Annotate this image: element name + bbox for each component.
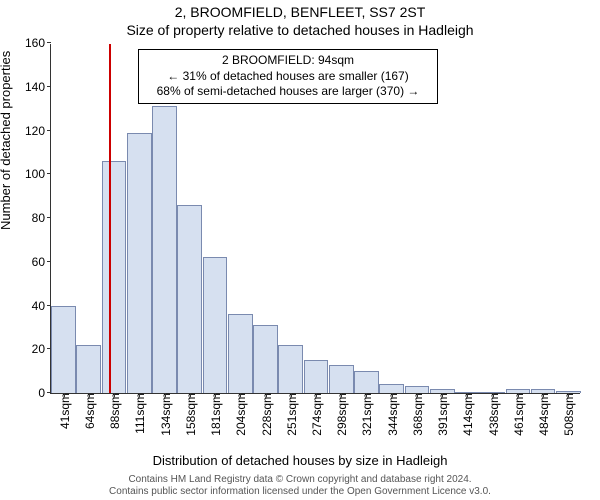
y-tick-mark (47, 217, 51, 218)
copyright-line-1: Contains HM Land Registry data © Crown c… (0, 474, 600, 486)
y-tick-mark (47, 392, 51, 393)
y-tick-label: 160 (25, 36, 51, 50)
annotation-line-2: ← 31% of detached houses are smaller (16… (145, 69, 431, 85)
plot-area: 2 BROOMFIELD: 94sqm ← 31% of detached ho… (50, 44, 580, 394)
y-axis-label: Number of detached properties (0, 51, 13, 230)
y-tick-label: 20 (32, 342, 51, 356)
x-tick-mark (442, 393, 443, 397)
y-tick-label: 40 (32, 299, 51, 313)
copyright-footer: Contains HM Land Registry data © Crown c… (0, 474, 600, 498)
x-tick-label: 344sqm (384, 393, 400, 436)
x-tick-label: 391sqm (434, 393, 450, 436)
bar (76, 345, 101, 393)
x-tick-label: 228sqm (258, 393, 274, 436)
x-tick-label: 88sqm (106, 393, 122, 429)
y-tick-mark (47, 261, 51, 262)
annotation-line-3: 68% of semi-detached houses are larger (… (145, 84, 431, 100)
y-tick-mark (47, 86, 51, 87)
x-tick-mark (215, 393, 216, 397)
x-tick-label: 41sqm (56, 393, 72, 429)
y-tick-mark (47, 305, 51, 306)
y-tick-mark (47, 173, 51, 174)
x-tick-mark (89, 393, 90, 397)
y-tick-label: 140 (25, 80, 51, 94)
x-tick-mark (467, 393, 468, 397)
bar (102, 161, 127, 393)
x-tick-label: 111sqm (131, 393, 147, 434)
x-tick-label: 414sqm (459, 393, 475, 436)
x-tick-mark (341, 393, 342, 397)
x-tick-label: 181sqm (207, 393, 223, 436)
bar (177, 205, 202, 393)
bar (304, 360, 329, 393)
y-tick-label: 60 (32, 255, 51, 269)
x-tick-mark (240, 393, 241, 397)
x-tick-label: 508sqm (560, 393, 576, 436)
x-tick-label: 204sqm (232, 393, 248, 436)
x-tick-label: 438sqm (485, 393, 501, 436)
x-tick-label: 274sqm (308, 393, 324, 436)
x-tick-mark (518, 393, 519, 397)
x-tick-mark (543, 393, 544, 397)
x-axis-label: Distribution of detached houses by size … (0, 453, 600, 468)
address-title: 2, BROOMFIELD, BENFLEET, SS7 2ST (0, 4, 600, 20)
x-tick-mark (568, 393, 569, 397)
x-tick-label: 461sqm (510, 393, 526, 436)
x-tick-mark (493, 393, 494, 397)
y-tick-label: 100 (25, 167, 51, 181)
x-tick-mark (165, 393, 166, 397)
x-tick-mark (139, 393, 140, 397)
x-tick-label: 368sqm (409, 393, 425, 436)
x-tick-mark (190, 393, 191, 397)
x-tick-label: 64sqm (81, 393, 97, 429)
y-tick-label: 120 (25, 124, 51, 138)
x-tick-label: 298sqm (333, 393, 349, 436)
x-tick-mark (316, 393, 317, 397)
copyright-line-2: Contains public sector information licen… (0, 486, 600, 498)
chart-container: 2, BROOMFIELD, BENFLEET, SS7 2ST Size of… (0, 0, 600, 500)
bar (253, 325, 278, 393)
bar (329, 365, 354, 393)
y-tick-mark (47, 42, 51, 43)
x-tick-label: 321sqm (358, 393, 374, 436)
x-tick-label: 484sqm (535, 393, 551, 436)
annotation-line-1: 2 BROOMFIELD: 94sqm (145, 53, 431, 69)
bar (152, 106, 177, 393)
y-tick-label: 0 (38, 386, 51, 400)
x-tick-label: 251sqm (283, 393, 299, 436)
x-tick-mark (64, 393, 65, 397)
x-tick-mark (366, 393, 367, 397)
x-tick-mark (291, 393, 292, 397)
bar (203, 257, 228, 393)
bar (379, 384, 404, 393)
chart-subtitle: Size of property relative to detached ho… (0, 22, 600, 38)
x-tick-label: 134sqm (157, 393, 173, 436)
y-tick-mark (47, 130, 51, 131)
x-tick-label: 158sqm (182, 393, 198, 436)
bar (354, 371, 379, 393)
bar (51, 306, 76, 394)
y-tick-label: 80 (32, 211, 51, 225)
bar (278, 345, 303, 393)
x-tick-mark (114, 393, 115, 397)
x-tick-mark (392, 393, 393, 397)
bar (228, 314, 253, 393)
reference-line (109, 44, 111, 393)
y-tick-mark (47, 348, 51, 349)
x-tick-mark (417, 393, 418, 397)
x-tick-mark (266, 393, 267, 397)
bar (127, 133, 152, 393)
annotation-box: 2 BROOMFIELD: 94sqm ← 31% of detached ho… (138, 49, 438, 104)
